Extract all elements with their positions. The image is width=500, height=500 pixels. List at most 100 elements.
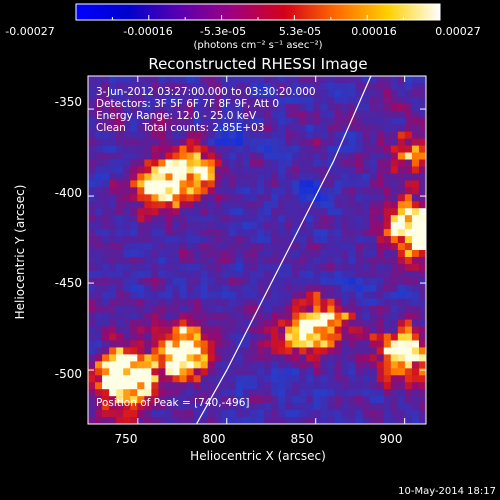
heatmap-cell: [249, 354, 258, 362]
heatmap-cell: [137, 96, 145, 105]
heatmap-cell: [235, 187, 244, 195]
heatmap-cell: [249, 131, 258, 140]
heatmap-cell: [88, 152, 96, 160]
heatmap-cell: [404, 180, 413, 188]
heatmap-cell: [341, 194, 349, 202]
heatmap-cell: [397, 333, 406, 341]
heatmap-cell: [299, 263, 307, 272]
heatmap-cell: [418, 222, 426, 230]
heatmap-cell: [165, 82, 173, 91]
heatmap-cell: [341, 256, 349, 265]
heatmap-cell: [271, 333, 279, 341]
heatmap-cell: [271, 187, 279, 195]
heatmap-cell: [221, 236, 230, 244]
heatmap-cell: [151, 319, 159, 327]
colorbar-unit-label: (photons cm⁻² s⁻¹ asec⁻²): [193, 40, 322, 51]
heatmap-cell: [411, 305, 420, 314]
heatmap-cell: [88, 382, 96, 390]
colorbar-tick-label-3: 5.3e-05: [279, 25, 321, 38]
heatmap-cell: [418, 277, 426, 286]
heatmap-cell: [341, 173, 349, 181]
heatmap-cell: [355, 131, 364, 140]
heatmap-cell: [88, 347, 96, 355]
heatmap-cell: [158, 319, 166, 327]
heatmap-cell: [249, 298, 258, 307]
heatmap-cell: [193, 291, 202, 300]
heatmap-cell: [362, 312, 371, 320]
heatmap-cell: [102, 152, 110, 160]
heatmap-cell: [369, 250, 378, 258]
heatmap-cell: [369, 117, 378, 126]
heatmap-cell: [116, 312, 124, 320]
heatmap-cell: [130, 201, 138, 209]
heatmap-cell: [299, 152, 307, 160]
heatmap-cell: [355, 354, 364, 362]
heatmap-cell: [228, 76, 237, 84]
heatmap-cell: [418, 250, 426, 258]
heatmap-cell: [200, 298, 209, 307]
heatmap-cell: [130, 354, 138, 362]
heatmap-cell: [123, 333, 131, 341]
heatmap-cell: [144, 89, 152, 98]
heatmap-cell: [214, 389, 223, 397]
heatmap-cell: [172, 284, 180, 293]
heatmap-cell: [144, 215, 152, 223]
heatmap-cell: [390, 312, 399, 320]
heatmap-cell: [193, 410, 202, 418]
heatmap-cell: [235, 215, 244, 223]
heatmap-cell: [348, 82, 356, 91]
heatmap-cell: [193, 138, 202, 146]
heatmap-cell: [390, 236, 399, 244]
heatmap-cell: [207, 145, 216, 153]
heatmap-cell: [306, 76, 314, 84]
heatmap-cell: [102, 138, 110, 146]
heatmap-cell: [278, 319, 286, 327]
heatmap-cell: [249, 208, 258, 216]
heatmap-cell: [123, 82, 131, 91]
heatmap-cell: [369, 403, 378, 411]
heatmap-cell: [397, 110, 406, 119]
heatmap-cell: [88, 103, 96, 112]
heatmap-cell: [158, 180, 166, 188]
heatmap-cell: [327, 270, 335, 279]
heatmap-cell: [137, 166, 145, 174]
heatmap-cell: [123, 340, 131, 348]
heatmap-cell: [278, 194, 286, 202]
heatmap-cell: [88, 298, 96, 307]
heatmap-cell: [214, 361, 223, 369]
heatmap-cell: [369, 361, 378, 369]
heatmap-cell: [257, 145, 265, 153]
heatmap-cell: [228, 284, 237, 293]
heatmap-cell: [95, 138, 103, 146]
heatmap-cell: [306, 263, 314, 272]
heatmap-cell: [228, 250, 237, 258]
heatmap-cell: [341, 110, 349, 119]
heatmap-cell: [264, 194, 272, 202]
heatmap-cell: [109, 82, 117, 91]
heatmap-cell: [404, 76, 413, 84]
heatmap-cell: [242, 312, 251, 320]
heatmap-cell: [228, 389, 237, 397]
heatmap-cell: [341, 159, 349, 167]
heatmap-cell: [151, 333, 159, 341]
heatmap-cell: [158, 312, 166, 320]
heatmap-cell: [334, 96, 342, 105]
heatmap-image: [88, 76, 426, 424]
heatmap-cell: [221, 96, 230, 105]
heatmap-cell: [116, 236, 124, 244]
heatmap-cell: [186, 284, 195, 293]
heatmap-cell: [186, 347, 195, 355]
heatmap-cell: [242, 201, 251, 209]
heatmap-cell: [123, 222, 131, 230]
heatmap-cell: [165, 382, 173, 390]
heatmap-cell: [144, 152, 152, 160]
heatmap-cell: [158, 396, 166, 404]
heatmap-cell: [179, 96, 187, 105]
heatmap-cell: [165, 173, 173, 181]
heatmap-cell: [390, 103, 399, 112]
heatmap-cell: [214, 173, 223, 181]
heatmap-cell: [334, 110, 342, 119]
heatmap-cell: [376, 187, 385, 195]
heatmap-cell: [355, 173, 364, 181]
heatmap-cell: [200, 145, 209, 153]
